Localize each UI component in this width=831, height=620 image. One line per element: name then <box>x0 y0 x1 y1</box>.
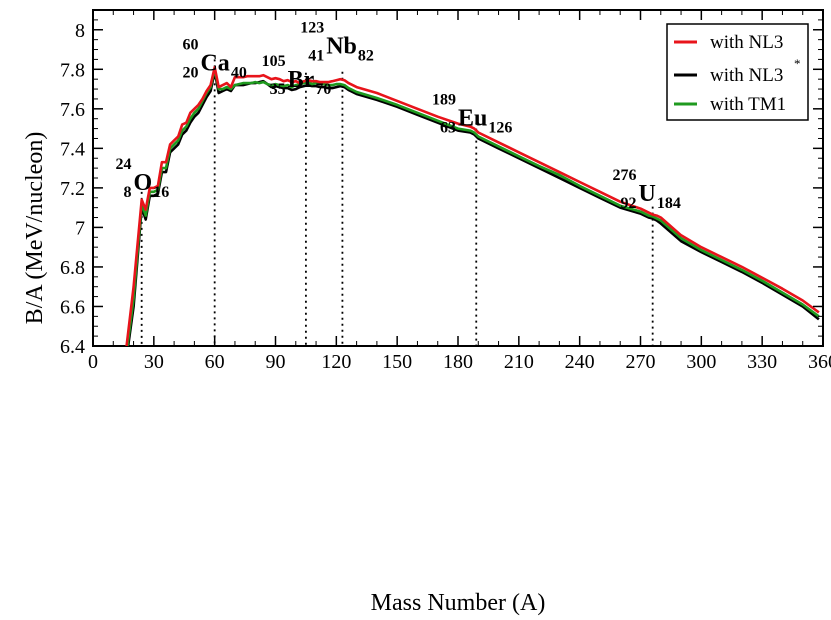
annotation-mass-number: 105 <box>262 53 286 70</box>
x-tick-label: 360 <box>808 351 831 373</box>
x-axis-title: Mass Number (A) <box>371 590 546 616</box>
y-tick-label: 6.4 <box>60 336 85 358</box>
annotation-mass-number: 24 <box>116 156 132 173</box>
legend-label-nl3: with NL3 <box>710 32 783 53</box>
annotation-proton-number: 8 <box>124 184 132 201</box>
y-tick-label: 7.6 <box>60 99 85 121</box>
annotation-element-symbol: Br <box>288 67 315 93</box>
x-tick-label: 60 <box>205 351 225 373</box>
y-tick-label: 6.8 <box>60 257 85 279</box>
x-tick-label: 210 <box>504 351 534 373</box>
annotation-proton-number: 35 <box>270 81 286 98</box>
x-tick-label: 270 <box>626 351 656 373</box>
annotation-br105: 105 35 Br 70 <box>262 53 332 98</box>
annotation-neutron-number: 70 <box>315 81 331 98</box>
legend-label-nl3-star-superscript: * <box>794 56 801 71</box>
legend-label-tm1: with TM1 <box>710 94 786 115</box>
legend-label-nl3-star: with NL3 <box>710 65 783 86</box>
annotation-neutron-number: 40 <box>231 64 247 81</box>
x-tick-label: 150 <box>382 351 412 373</box>
annotation-element-symbol: U <box>638 181 655 207</box>
y-tick-label: 7.8 <box>60 59 85 81</box>
annotation-element-symbol: Eu <box>458 106 487 132</box>
y-tick-label: 7 <box>75 217 85 239</box>
x-tick-label: 120 <box>321 351 351 373</box>
annotation-neutron-number: 82 <box>358 48 374 65</box>
y-tick-label: 7.2 <box>60 178 85 200</box>
series-line-tm1 <box>126 68 820 346</box>
x-tick-label: 240 <box>565 351 595 373</box>
annotation-neutron-number: 184 <box>657 195 681 212</box>
annotation-proton-number: 63 <box>440 120 456 137</box>
annotation-proton-number: 92 <box>620 195 636 212</box>
annotation-element-symbol: Ca <box>200 50 229 76</box>
annotation-mass-number: 276 <box>612 167 636 184</box>
series-line-nl3-star <box>126 70 820 346</box>
annotation-proton-number: 20 <box>182 64 198 81</box>
annotation-neutron-number: 126 <box>488 120 512 137</box>
x-tick-label: 330 <box>747 351 777 373</box>
y-tick-label: 8 <box>75 20 85 42</box>
x-tick-label: 180 <box>443 351 473 373</box>
axis-ticks: 0 30 60 90 120 150 180 210 240 270 300 330 360 6.4 6.6… <box>60 9 831 373</box>
annotation-u276: 276 92 U 184 <box>612 167 680 212</box>
x-tick-label: 300 <box>686 351 716 373</box>
annotation-proton-number: 41 <box>308 48 324 65</box>
x-tick-label: 30 <box>144 351 164 373</box>
y-tick-label: 6.6 <box>60 296 85 318</box>
x-tick-label: 0 <box>88 351 98 373</box>
annotation-mass-number: 189 <box>432 92 456 109</box>
y-tick-label: 7.4 <box>60 138 85 160</box>
series-layer <box>125 66 820 346</box>
annotation-neutron-number: 16 <box>153 184 169 201</box>
annotation-eu189: 189 63 Eu 126 <box>432 92 512 137</box>
annotation-element-symbol: Nb <box>326 34 357 60</box>
x-tick-label: 90 <box>266 351 286 373</box>
annotation-o24: 24 8 O 16 <box>116 156 170 201</box>
y-axis-title: B/A (MeV/nucleon) <box>22 132 48 325</box>
legend: with NL3 with NL3 * with TM1 <box>666 23 809 121</box>
annotation-mass-number: 123 <box>300 20 324 37</box>
annotation-nb123: 123 41 Nb 82 <box>300 20 374 65</box>
annotation-mass-number: 60 <box>182 36 198 53</box>
series-line-nl3 <box>125 66 820 346</box>
annotation-element-symbol: O <box>134 170 153 196</box>
annotation-ca60: 60 20 Ca 40 <box>182 36 246 81</box>
marker-lines <box>140 59 654 346</box>
